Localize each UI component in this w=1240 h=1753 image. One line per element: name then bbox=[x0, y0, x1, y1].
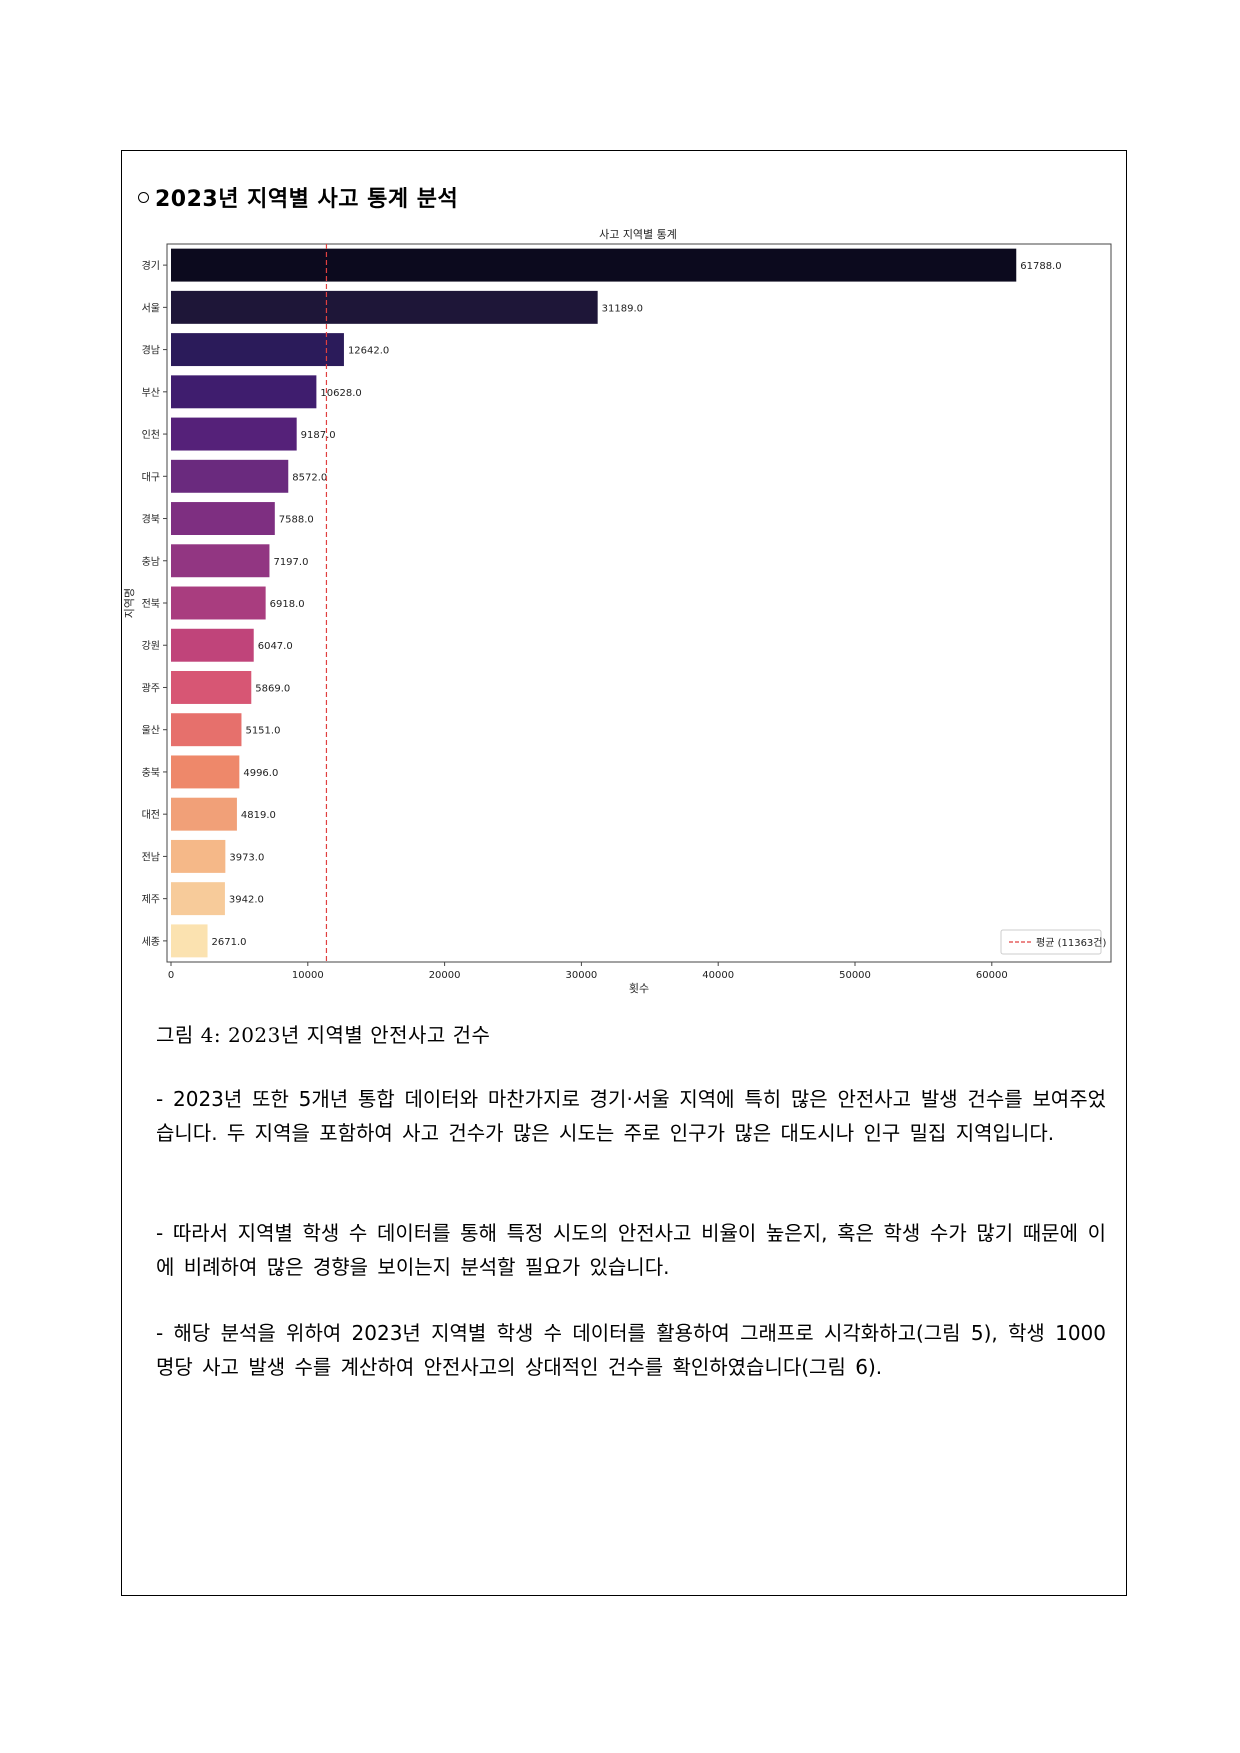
x-tick-label: 40000 bbox=[702, 970, 734, 981]
chart-title: 사고 지역별 통계 bbox=[599, 228, 677, 241]
bar-value-label: 3942.0 bbox=[229, 895, 264, 906]
bar-value-label: 12642.0 bbox=[348, 346, 389, 357]
bar-세종 bbox=[171, 924, 208, 958]
figure-caption: 그림 4: 2023년 지역별 안전사고 건수 bbox=[156, 1023, 491, 1047]
y-tick-label: 경남 bbox=[142, 344, 160, 357]
y-tick-label: 부산 bbox=[142, 387, 160, 399]
x-tick-label: 30000 bbox=[565, 970, 597, 981]
y-tick-label: 충북 bbox=[142, 767, 160, 779]
paragraph-3: - 해당 분석을 위하여 2023년 지역별 학생 수 데이터를 활용하여 그래… bbox=[156, 1321, 1106, 1379]
y-tick-label: 경기 bbox=[142, 259, 160, 272]
y-tick-label: 광주 bbox=[142, 682, 160, 694]
bar-부산 bbox=[171, 375, 317, 409]
bar-value-label: 2671.0 bbox=[212, 937, 247, 948]
bar-대전 bbox=[171, 797, 237, 831]
x-axis-label: 횟수 bbox=[629, 982, 649, 995]
region-accident-chart: 사고 지역별 통계 경기 61788.0 서울 31189.0 경남 12642.0 부산 1… bbox=[123, 228, 1112, 995]
bar-제주 bbox=[171, 882, 225, 916]
bar-value-label: 6918.0 bbox=[270, 599, 305, 610]
y-tick-label: 전남 bbox=[142, 851, 160, 863]
chart-legend: 평균 (11363건) bbox=[1000, 929, 1106, 955]
bar-value-label: 10628.0 bbox=[320, 388, 361, 399]
bullet-circle-icon bbox=[138, 192, 149, 203]
bar-value-label: 4996.0 bbox=[243, 768, 278, 779]
x-tick-label: 20000 bbox=[429, 970, 461, 981]
bar-광주 bbox=[171, 670, 252, 704]
bar-value-label: 31189.0 bbox=[602, 303, 643, 314]
bar-서울 bbox=[171, 290, 598, 324]
y-axis-label: 지역명 bbox=[123, 588, 136, 618]
y-tick-label: 대전 bbox=[142, 809, 160, 821]
bar-value-label: 5151.0 bbox=[245, 726, 280, 737]
bar-value-label: 4819.0 bbox=[241, 810, 276, 821]
bar-인천 bbox=[171, 417, 297, 451]
y-tick-label: 전북 bbox=[142, 598, 160, 610]
bar-경기 bbox=[171, 248, 1017, 282]
y-tick-label: 충남 bbox=[142, 556, 160, 568]
legend-box bbox=[1000, 929, 1102, 955]
x-tick-label: 50000 bbox=[839, 970, 871, 981]
x-tick-label: 0 bbox=[168, 970, 174, 981]
y-tick-label: 서울 bbox=[142, 302, 160, 314]
bar-대구 bbox=[171, 459, 289, 493]
bar-value-label: 7588.0 bbox=[279, 515, 314, 526]
bar-강원 bbox=[171, 628, 254, 662]
bar-전남 bbox=[171, 839, 226, 873]
bar-value-label: 9187.0 bbox=[301, 430, 336, 441]
paragraph-1: - 2023년 또한 5개년 통합 데이터와 마찬가지로 경기·서울 지역에 특… bbox=[156, 1087, 1106, 1145]
legend-average-label: 평균 (11363건) bbox=[1036, 937, 1106, 949]
y-tick-label: 울산 bbox=[142, 725, 160, 737]
y-tick-label: 인천 bbox=[142, 429, 160, 441]
bar-value-label: 6047.0 bbox=[258, 641, 293, 652]
y-tick-label: 대구 bbox=[142, 471, 160, 483]
bar-충남 bbox=[171, 544, 270, 578]
bar-value-label: 61788.0 bbox=[1020, 261, 1061, 272]
bar-value-label: 5869.0 bbox=[255, 683, 290, 694]
bar-경북 bbox=[171, 502, 275, 536]
paragraph-2: - 따라서 지역별 학생 수 데이터를 통해 특정 시도의 안전사고 비율이 높… bbox=[156, 1221, 1106, 1279]
section-heading: 2023년 지역별 사고 통계 분석 bbox=[138, 181, 458, 213]
bar-울산 bbox=[171, 713, 242, 747]
bar-전북 bbox=[171, 586, 266, 620]
y-tick-label: 강원 bbox=[142, 640, 160, 652]
y-tick-label: 경북 bbox=[142, 513, 160, 526]
y-tick-label: 제주 bbox=[142, 894, 160, 906]
x-tick-label: 10000 bbox=[292, 970, 324, 981]
y-tick-label: 세종 bbox=[142, 936, 160, 948]
section-title: 2023년 지역별 사고 통계 분석 bbox=[155, 187, 459, 212]
bar-value-label: 8572.0 bbox=[292, 472, 327, 483]
x-tick-label: 60000 bbox=[976, 970, 1008, 981]
bar-value-label: 7197.0 bbox=[273, 557, 308, 568]
bar-충북 bbox=[171, 755, 240, 789]
bar-value-label: 3973.0 bbox=[229, 852, 264, 863]
page-frame bbox=[121, 150, 1127, 1596]
bar-경남 bbox=[171, 333, 344, 367]
